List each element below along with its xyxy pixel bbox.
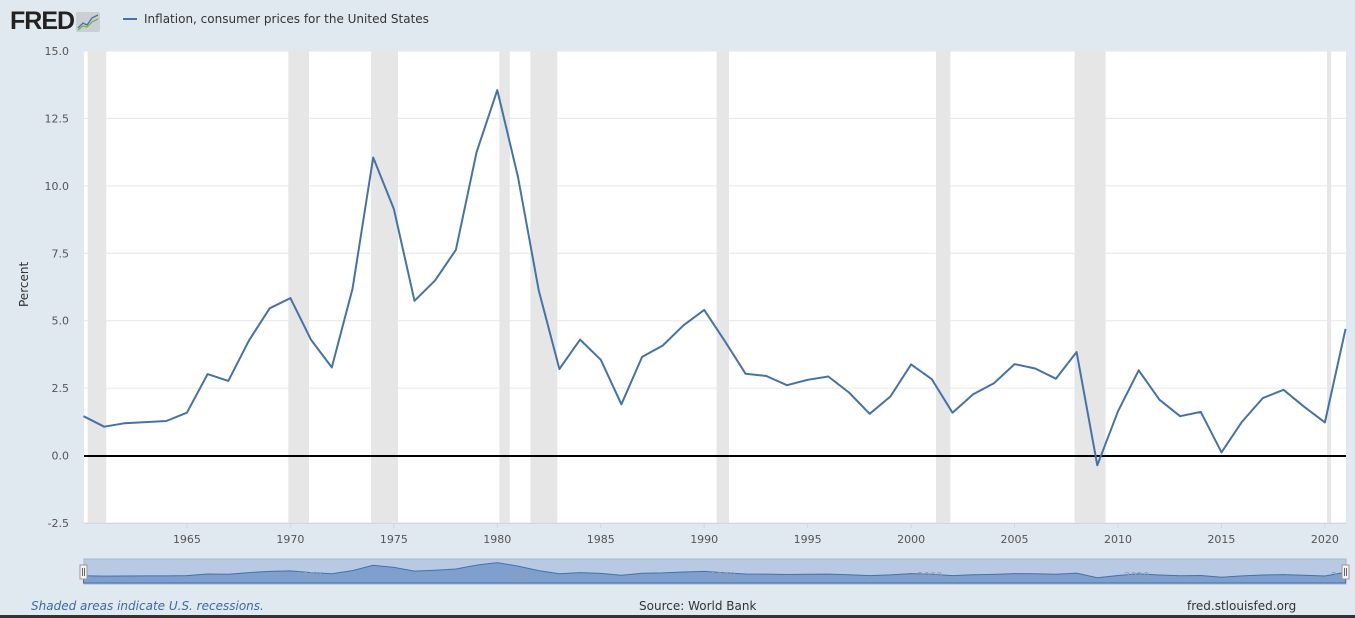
- plot-area: [84, 51, 1346, 523]
- svg-text:2010: 2010: [1104, 533, 1132, 546]
- svg-text:1980: 1980: [483, 533, 511, 546]
- gridlines: [84, 50, 1346, 524]
- navigator-left-handle[interactable]: [79, 564, 88, 580]
- chart-header: FRED Inflation, consumer prices for the …: [0, 0, 1355, 44]
- svg-text:2015: 2015: [1207, 533, 1235, 546]
- svg-text:2: 2: [1331, 571, 1337, 582]
- legend-line-icon: [123, 18, 137, 20]
- svg-text:2005: 2005: [1001, 533, 1029, 546]
- svg-text:1985: 1985: [587, 533, 615, 546]
- svg-text:2010: 2010: [1124, 571, 1149, 582]
- svg-text:2.5: 2.5: [52, 382, 70, 395]
- svg-text:1995: 1995: [794, 533, 822, 546]
- source-label: Source: World Bank: [639, 599, 757, 613]
- svg-text:12.5: 12.5: [45, 112, 70, 125]
- svg-text:1970: 1970: [296, 571, 321, 582]
- fred-logo-text: FRED: [10, 7, 75, 35]
- svg-text:7.5: 7.5: [52, 247, 70, 260]
- series-line[interactable]: [83, 89, 1347, 467]
- navigator-right-handle[interactable]: [1341, 564, 1350, 580]
- svg-text:-2.5: -2.5: [48, 517, 69, 530]
- svg-text:10.0: 10.0: [45, 180, 70, 193]
- legend-item[interactable]: Inflation, consumer prices for the Unite…: [123, 12, 429, 26]
- svg-text:5.0: 5.0: [52, 315, 70, 328]
- svg-text:1980: 1980: [503, 571, 528, 582]
- recession-note: Shaded areas indicate U.S. recessions.: [31, 599, 264, 613]
- y-axis-ticks: 15.0 12.5 10.0 7.5 5.0 2.5 0.0 -2.5: [45, 45, 70, 530]
- svg-text:2000: 2000: [917, 571, 942, 582]
- svg-text:1975: 1975: [380, 533, 408, 546]
- bottom-border: [0, 615, 1355, 618]
- x-axis-ticks: 1965 1970 1975 1980 1985 1990 1995 2000 2005 2010…: [84, 523, 1346, 546]
- svg-text:15.0: 15.0: [45, 45, 70, 58]
- navigator[interactable]: 1970 1980 1990 2000 2010 2: [79, 558, 1350, 585]
- fred-url-link[interactable]: fred.stlouisfed.org: [1187, 599, 1297, 613]
- svg-text:1970: 1970: [276, 533, 304, 546]
- navigator-series: [83, 562, 1347, 584]
- svg-text:2000: 2000: [897, 533, 925, 546]
- svg-text:2020: 2020: [1311, 533, 1339, 546]
- navigator-labels: 1970 1980 1990 2000 2010 2: [296, 571, 1337, 582]
- svg-text:1990: 1990: [690, 533, 718, 546]
- fred-logo[interactable]: FRED: [10, 7, 101, 35]
- svg-text:0.0: 0.0: [52, 450, 70, 463]
- sparkline-icon: [76, 12, 101, 32]
- svg-text:1990: 1990: [710, 571, 735, 582]
- svg-text:1965: 1965: [173, 533, 201, 546]
- recession-bands: [87, 51, 1332, 523]
- legend-label: Inflation, consumer prices for the Unite…: [144, 12, 429, 26]
